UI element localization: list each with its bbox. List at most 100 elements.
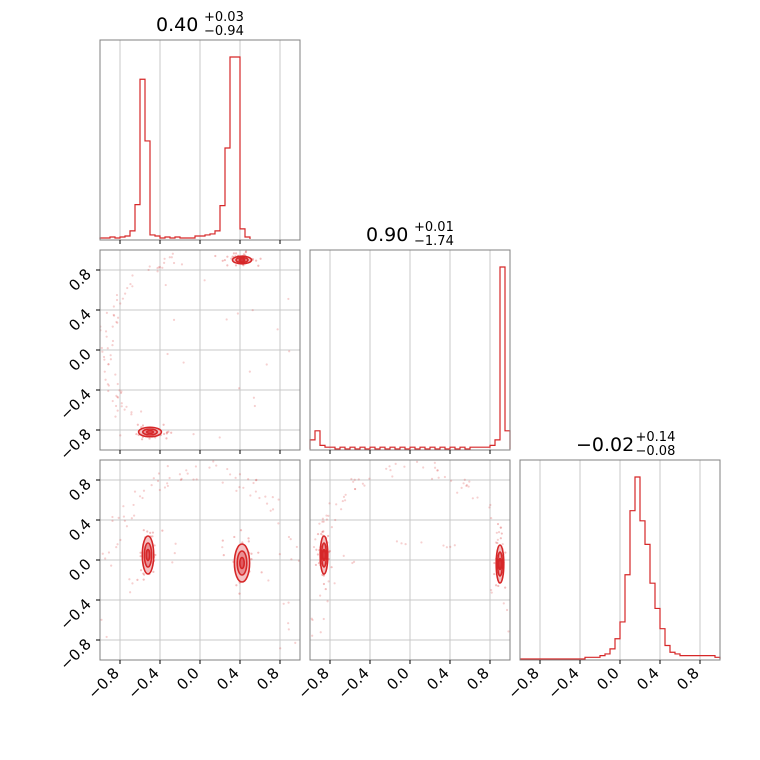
y-tick-label: −0.8 (56, 425, 94, 463)
sample-point (156, 270, 159, 273)
sample-point (103, 370, 106, 373)
sample-point (403, 465, 406, 468)
sample-point (166, 352, 169, 356)
sample-point (149, 531, 152, 535)
sample-point (223, 258, 226, 262)
sample-point (116, 396, 120, 399)
sample-point (146, 530, 149, 533)
title-value: −0.02 (576, 434, 634, 456)
sample-point (115, 298, 119, 302)
sample-point (115, 320, 118, 324)
sample-point (315, 548, 318, 551)
sample-point (150, 484, 153, 487)
title-upper-error: +0.03 (204, 10, 244, 25)
histogram-step-line (520, 476, 721, 660)
sample-point (471, 497, 474, 500)
sample-point (404, 543, 407, 546)
sample-point (136, 423, 139, 426)
sample-point (114, 373, 117, 376)
sample-point (496, 538, 499, 541)
sample-point (254, 490, 257, 493)
sample-point (142, 489, 146, 492)
title-lower-error: −0.08 (636, 444, 676, 459)
sample-point (467, 485, 470, 488)
sample-point (156, 267, 159, 270)
sample-point (239, 529, 243, 532)
sample-point (496, 541, 499, 545)
sample-point (297, 559, 300, 562)
sample-point (119, 302, 122, 305)
sample-point (130, 413, 133, 416)
sample-point (131, 274, 134, 277)
x-tick-label: 0.4 (213, 664, 243, 694)
sample-point (322, 530, 325, 533)
x-tick-label: −0.4 (334, 664, 372, 702)
sample-point (311, 618, 314, 622)
sample-point (125, 405, 128, 408)
sample-point (225, 318, 228, 321)
sample-point (257, 551, 260, 554)
y-tick-label: 0.8 (65, 475, 95, 505)
sample-point (152, 477, 155, 480)
sample-point (114, 415, 117, 418)
sample-point (415, 460, 419, 463)
sample-point (321, 520, 324, 523)
sample-point (100, 346, 103, 350)
scatter-y-vs-x: 0.8 0.4 0.0 −0.4−0.8 (56, 249, 301, 464)
sample-point (287, 628, 290, 631)
sample-point (234, 264, 238, 267)
title-lower-error: −0.94 (204, 24, 244, 39)
sample-point (325, 514, 328, 517)
sample-point (368, 477, 371, 480)
sample-point (215, 464, 218, 467)
sample-point (107, 363, 110, 366)
sample-point (497, 531, 501, 534)
sample-point (123, 408, 126, 411)
sample-point (344, 493, 347, 496)
sample-point (221, 539, 224, 542)
sample-point (489, 503, 492, 507)
sample-point (185, 469, 188, 472)
sample-point (115, 394, 118, 397)
sample-point (252, 481, 255, 485)
sample-point (142, 529, 145, 532)
sample-point (400, 542, 403, 545)
sample-point (314, 563, 318, 567)
sample-point (242, 264, 245, 267)
sample-point (165, 431, 169, 434)
sample-point (103, 358, 106, 361)
sample-point (178, 473, 181, 476)
sample-point (490, 588, 493, 592)
sample-point (192, 478, 195, 481)
sample-point (179, 478, 183, 481)
sample-point (120, 390, 123, 393)
sample-point (493, 572, 496, 576)
sample-point (351, 561, 354, 565)
sample-point (111, 399, 114, 403)
sample-point (388, 465, 391, 468)
sample-point (118, 389, 121, 392)
density-contour-inner (322, 548, 326, 562)
sample-point (436, 469, 439, 472)
sample-point (165, 437, 168, 440)
sample-point (138, 495, 142, 498)
sample-point (242, 253, 246, 256)
x-tick-label: −0.8 (294, 664, 332, 702)
sample-point (327, 580, 330, 583)
sample-point (507, 630, 510, 633)
y-tick-label: −0.4 (56, 595, 94, 633)
sample-point (247, 540, 250, 543)
sample-point (110, 564, 113, 567)
sample-point (116, 543, 119, 546)
sample-point (249, 494, 252, 497)
sample-point (322, 617, 325, 621)
sample-point (111, 344, 114, 347)
sample-point (124, 292, 127, 295)
sample-point (192, 433, 195, 436)
sample-point (182, 361, 185, 364)
sample-point (117, 516, 120, 519)
sample-point (265, 363, 268, 366)
sample-point (420, 541, 423, 544)
y-tick-label: 0.4 (65, 305, 95, 335)
sample-point (288, 350, 291, 353)
